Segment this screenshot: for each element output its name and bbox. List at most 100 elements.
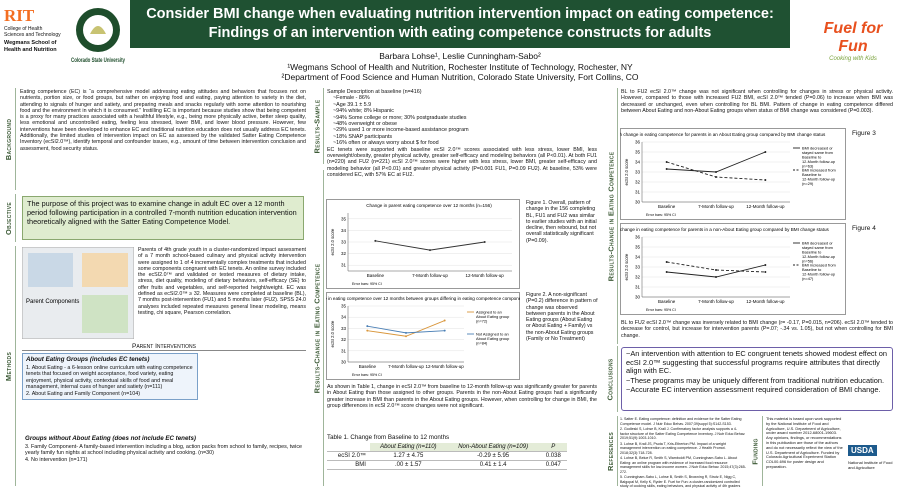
- data-point: [715, 269, 717, 271]
- y-tick-label: 34: [341, 228, 347, 233]
- table-block: Table 1. Change from Baseline to 12 mont…: [327, 434, 597, 470]
- conclusions-box: ~An intervention with attention to EC co…: [621, 347, 893, 411]
- chart-note: Error bars: 95% CI: [352, 373, 382, 377]
- section-label-text: Results-Change in Eating Competence: [312, 263, 322, 393]
- csu-logo: Colorado State University: [71, 8, 125, 64]
- list-item: ~48% overweight or obese: [333, 121, 397, 128]
- y-axis-label: ecSI 2.0 score: [330, 320, 335, 347]
- list-item: 5. Cunningham-Sabo L, Lohse B, Smith S, …: [620, 475, 741, 489]
- chart-frame: [326, 292, 520, 380]
- data-point: [665, 161, 668, 163]
- table-header-cell: P: [539, 443, 567, 452]
- chart-title: 12-month change in eating competence for…: [620, 227, 829, 232]
- section-label: Background: [2, 88, 16, 190]
- data-point: [483, 241, 486, 243]
- table-row: BMI .00 ± 1.57 0.41 ± 1.4 0.047: [327, 460, 567, 470]
- list-item: ~These programs may be uniquely differen…: [626, 375, 885, 385]
- change-text: BL to FU2 ecSI 2.0™ change was not signi…: [621, 89, 893, 114]
- figure-label: Figure 3: [852, 130, 876, 137]
- usda: USDA: [848, 445, 877, 456]
- screenshot: [28, 253, 73, 287]
- section-label-text: Conclusions: [606, 357, 615, 401]
- list-item: ~18% SNAP participants: [333, 133, 393, 140]
- x-tick-label: Baseline: [658, 204, 676, 209]
- data-point: [374, 239, 377, 242]
- table-row: ecSI 2.0™ 1.27 ± 4.75 -0.29 ± 5.95 0.038: [327, 451, 567, 461]
- affiliation: ¹Wegmans School of Health and Nutrition,…: [287, 61, 633, 72]
- x-tick-label: 12-Month follow-up: [746, 204, 785, 209]
- sample-heading: Sample Description at baseline (n=416): [327, 89, 422, 95]
- data-line: [666, 261, 766, 273]
- objective-text: The purpose of this project was to exami…: [22, 196, 304, 240]
- fuel-logo: Fuel for Fun Cooking with Kids: [808, 20, 898, 62]
- data-point: [443, 329, 446, 332]
- background-text: Eating competence (EC) is “a comprehensi…: [20, 89, 306, 152]
- table-cell: [327, 443, 370, 452]
- data-point: [405, 335, 407, 338]
- sample-block: Sample Description at baseline (n=416) ~…: [327, 89, 597, 178]
- list-item: 4. Lohse B, Belue R, Smith S, Wamboldt P…: [620, 456, 746, 474]
- table-cell: ecSI 2.0™: [327, 451, 370, 461]
- chart-title: 12-month change in eating competence for…: [620, 132, 826, 137]
- data-point: [366, 329, 369, 332]
- usda-logo: USDA National Institute of Food and Agri…: [848, 440, 896, 470]
- x-tick-label: 12-Month follow-up: [426, 364, 465, 369]
- data-point: [764, 271, 767, 273]
- group-heading: Groups without About Eating (does not in…: [25, 435, 196, 442]
- y-tick-label: 35: [635, 150, 641, 155]
- rit-logo: RIT College of Health Sciences and Techn…: [4, 6, 64, 53]
- authors: Barbara Lohse¹, Leslie Cunningham-Sabo²: [379, 51, 541, 61]
- methods-text: Parents of 4th grade youth in a cluster-…: [138, 247, 306, 316]
- fuel: Fuel for Fun: [823, 20, 883, 55]
- y-tick-label: 35: [341, 216, 347, 221]
- section-label-text: Methods: [4, 351, 13, 381]
- legend-label: BMI decreased or stayed same from Baseline…: [802, 145, 835, 168]
- section-label: Results-Change in Eating Competence: [604, 88, 618, 344]
- list-item: ~94% Some college or more; 30% postgradu…: [333, 114, 467, 121]
- figure: Change in parent eating competence over …: [326, 199, 520, 289]
- section-label-text: Results-Change in Eating Competence: [606, 151, 616, 281]
- table-cell: 1.27 ± 4.75: [369, 451, 447, 461]
- change-text: As shown in Table 1, change in ecSI 2.0™…: [327, 384, 597, 409]
- y-tick-label: 35: [635, 245, 641, 250]
- list-item: ~Female - 86%: [333, 95, 370, 102]
- legend-label: Not Assigned to an About Eating group (n=8…: [476, 331, 509, 345]
- section-label: Objective: [2, 194, 16, 242]
- y-tick-label: 32: [635, 180, 641, 185]
- y-tick-label: 31: [635, 285, 641, 290]
- section-label: Methods: [2, 246, 16, 486]
- data-point: [443, 319, 446, 322]
- chart-title: Comparison of change in eating competenc…: [326, 296, 520, 301]
- chart-title: Change in parent eating competence over …: [366, 203, 492, 208]
- csu-ram: [90, 26, 106, 34]
- x-tick-label: Baseline: [359, 364, 377, 369]
- image-label: Parent Components: [26, 299, 79, 305]
- section-label: References: [604, 416, 618, 486]
- list-item: ~Age 39.1 ± 5.9: [333, 101, 372, 108]
- subheading: Parent Interventions: [22, 343, 306, 351]
- y-tick-label: 33: [635, 170, 641, 175]
- legend-label: Assigned to an About Eating group (n=72): [476, 309, 509, 323]
- y-tick-label: 33: [635, 265, 641, 270]
- list-item: ~16% often or always worry about $ for f…: [333, 140, 439, 147]
- list-item: 2. Godleski S, Lohse B, Krall J. Confirm…: [620, 427, 746, 440]
- y-tick-label: 31: [635, 190, 641, 195]
- chart-note: Error bars: 95% CI: [646, 308, 676, 312]
- funding-text: This material is based upon work support…: [766, 416, 843, 469]
- group-heading: About Eating Groups (includes EC tenets): [26, 356, 150, 363]
- title: Consider BMI change when evaluating nutr…: [130, 5, 790, 43]
- y-tick-label: 33: [341, 326, 347, 331]
- methods-image: Parent Components: [22, 247, 134, 339]
- section-label-text: References: [606, 431, 616, 471]
- y-tick-label: 33: [341, 240, 347, 245]
- figure-caption: Figure 2. A non-significant (P=0.2) diff…: [526, 292, 598, 343]
- y-tick-label: 36: [635, 235, 641, 240]
- chart-frame: [620, 128, 846, 220]
- chart-frame: [326, 199, 520, 289]
- title-band: [130, 0, 790, 48]
- data-point: [764, 151, 767, 153]
- list-item: ~Accurate EC intervention assessment req…: [626, 385, 881, 395]
- figure: Comparison of change in eating competenc…: [326, 292, 520, 380]
- data-point: [764, 264, 767, 266]
